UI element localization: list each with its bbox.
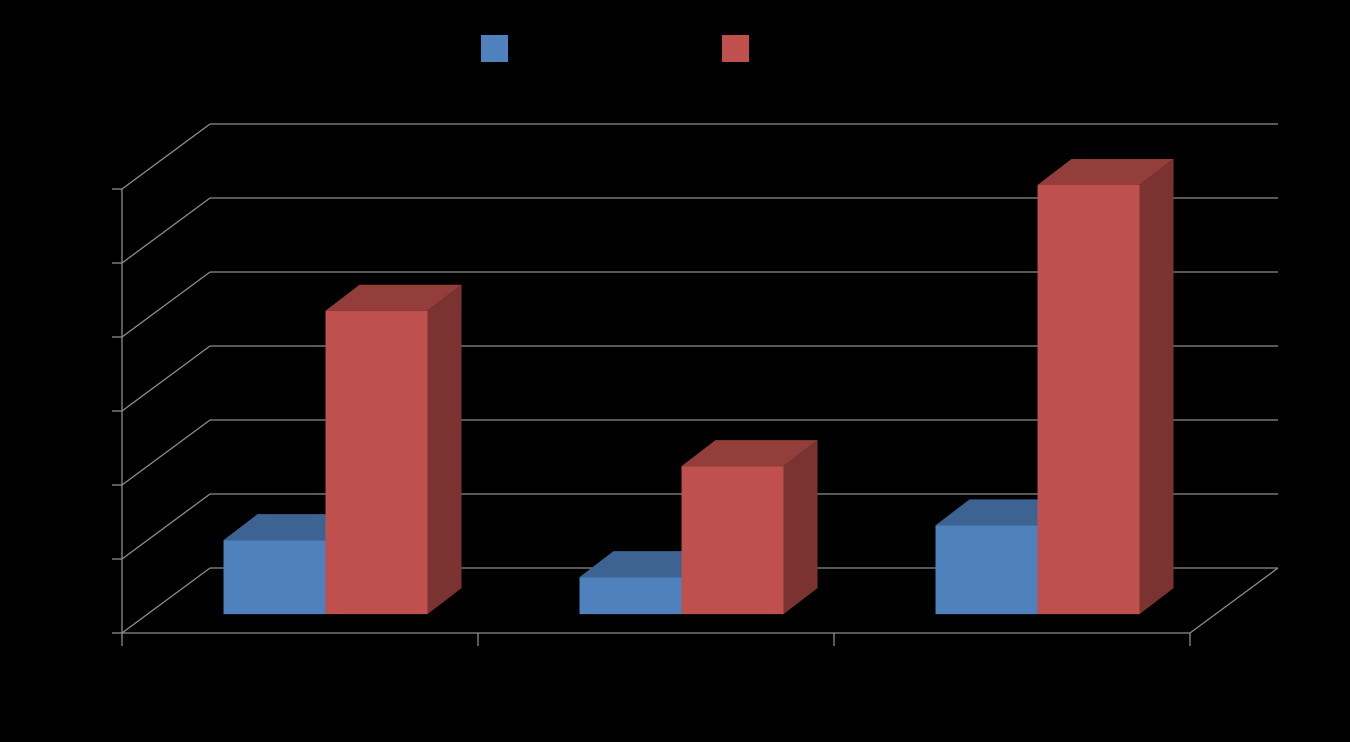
grid-line (121, 197, 211, 264)
bar (1037, 184, 1140, 615)
bar-side (427, 284, 462, 615)
legend-swatch (481, 35, 508, 62)
floor-edge (1189, 567, 1279, 634)
grid-line (121, 123, 211, 190)
bar-side (1139, 158, 1174, 615)
bar (325, 310, 428, 615)
grid-line (121, 271, 211, 338)
bar-top (1037, 158, 1174, 185)
grid-line (121, 345, 211, 412)
bar-side (783, 440, 818, 615)
bar (681, 466, 784, 615)
legend-swatch (722, 35, 749, 62)
grid-line (121, 493, 211, 560)
bar (935, 525, 1038, 615)
bar-top (325, 284, 462, 311)
bar (579, 577, 682, 615)
grid-line (121, 419, 211, 486)
grid-line (121, 567, 211, 634)
bar-top (681, 440, 818, 467)
bar (223, 540, 326, 615)
